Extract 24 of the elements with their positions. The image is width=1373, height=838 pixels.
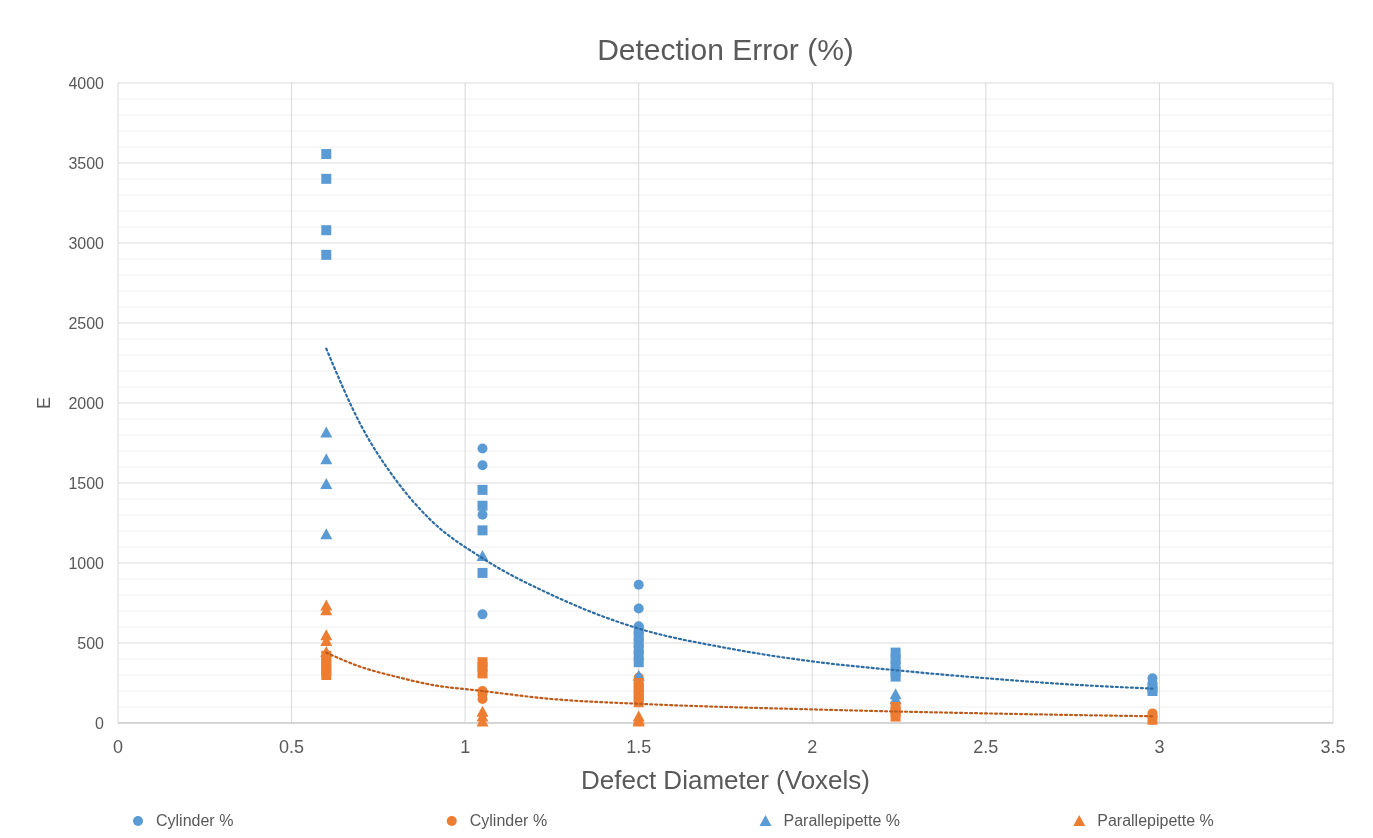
legend-label: Cylinder % xyxy=(156,812,234,829)
x-tick-label: 2 xyxy=(807,737,818,757)
x-tick-label: 1.5 xyxy=(626,737,652,757)
x-tick-label: 0 xyxy=(112,737,124,757)
y-tick-label: 500 xyxy=(77,634,105,652)
legend-label: Parallepipette % xyxy=(783,812,901,829)
x-tick-label: 0.5 xyxy=(279,737,305,757)
x-tick-label: 3.5 xyxy=(1320,737,1346,757)
x-axis-title: Defect Diameter (Voxels) xyxy=(581,765,870,795)
y-tick-label: 3000 xyxy=(68,234,105,252)
legend-label: Parallepipette % xyxy=(1097,812,1214,829)
legend-label: Cylinder % xyxy=(469,812,548,829)
chart-title: Detection Error (%) xyxy=(597,33,854,66)
y-tick-label: 0 xyxy=(95,714,105,732)
x-tick-label: 3 xyxy=(1154,737,1165,757)
y-tick-label: 1000 xyxy=(68,554,105,572)
y-tick-label: 3500 xyxy=(68,154,105,172)
y-tick-label: 2500 xyxy=(68,314,105,332)
y-tick-label: 4000 xyxy=(68,74,105,92)
y-axis-title: E xyxy=(34,396,54,410)
x-tick-label: 1 xyxy=(460,737,471,757)
y-tick-label: 2000 xyxy=(68,394,105,412)
y-tick-label: 1500 xyxy=(68,474,105,492)
x-tick-label: 2.5 xyxy=(973,737,999,757)
